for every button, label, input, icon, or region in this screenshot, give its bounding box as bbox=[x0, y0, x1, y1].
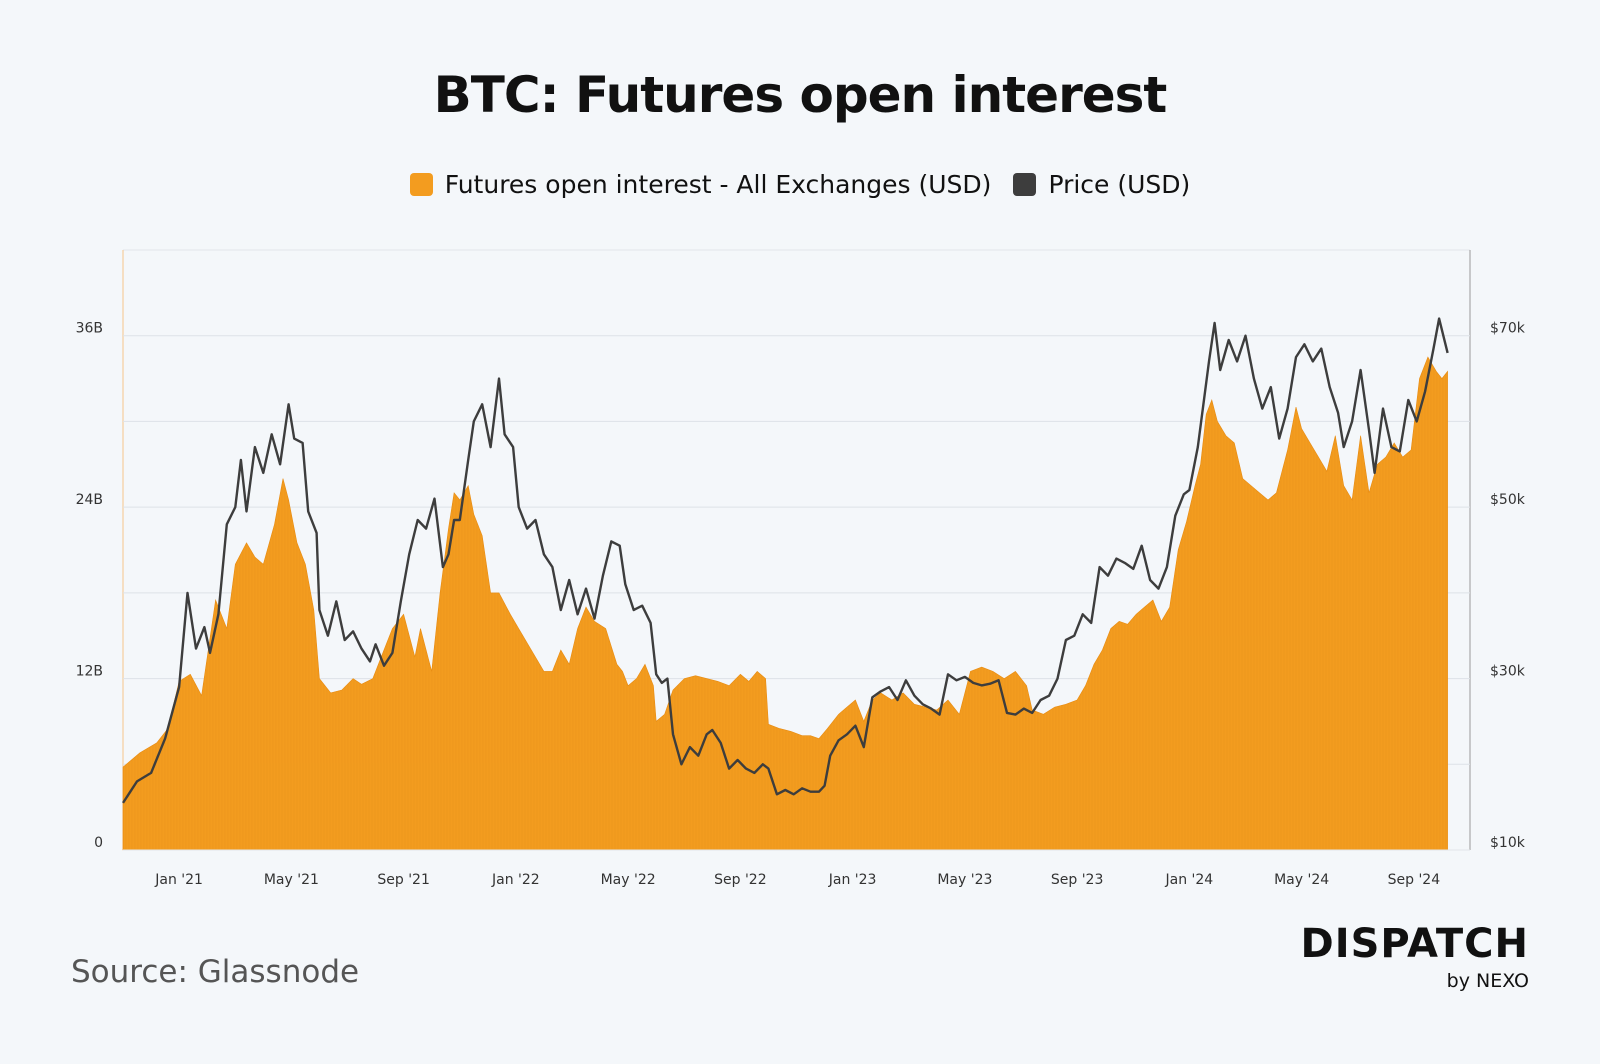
brand-name: DISPATCH bbox=[1300, 921, 1529, 967]
price-line-layer bbox=[121, 317, 1449, 804]
x-tick-label: Sep '23 bbox=[1051, 872, 1104, 888]
y-left-tick-label: 12B bbox=[76, 664, 103, 680]
legend-label-price: Price (USD) bbox=[1048, 170, 1191, 199]
y-left-tick-label: 36B bbox=[76, 321, 103, 337]
x-tick-label: May '21 bbox=[264, 872, 319, 888]
open-interest-area-layer bbox=[122, 356, 1448, 851]
x-tick-label: May '24 bbox=[1274, 872, 1329, 888]
open-interest-area bbox=[122, 356, 1448, 851]
y-right-tick-label: $10k bbox=[1490, 835, 1526, 851]
chart-legend: Futures open interest - All Exchanges (U… bbox=[0, 170, 1600, 199]
price-line bbox=[121, 317, 1449, 804]
legend-swatch-price bbox=[1013, 173, 1037, 196]
x-tick-label: Jan '22 bbox=[491, 872, 540, 888]
brand-sub: by NEXO bbox=[1446, 970, 1529, 992]
x-tick-label: Jan '21 bbox=[154, 872, 203, 888]
legend-label-open-interest: Futures open interest - All Exchanges (U… bbox=[444, 170, 992, 199]
legend-swatch-open-interest bbox=[409, 173, 433, 196]
y-left-tick-label: 0 bbox=[94, 835, 103, 851]
y-right-tick-label: $30k bbox=[1490, 664, 1526, 680]
legend-item-price[interactable]: Price (USD) bbox=[1013, 170, 1190, 199]
x-tick-label: Sep '22 bbox=[714, 872, 767, 888]
source-note: Source: Glassnode bbox=[71, 954, 360, 990]
x-tick-label: Sep '21 bbox=[377, 872, 430, 888]
legend-item-open-interest[interactable]: Futures open interest - All Exchanges (U… bbox=[409, 170, 992, 199]
brand-logo: DISPATCH by NEXO bbox=[1300, 924, 1529, 992]
x-tick-label: May '23 bbox=[937, 872, 992, 888]
x-tick-label: May '22 bbox=[601, 872, 656, 888]
x-tick-label: Sep '24 bbox=[1388, 872, 1441, 888]
x-tick-label: Jan '23 bbox=[828, 872, 877, 888]
y-right-tick-label: $70k bbox=[1490, 321, 1526, 337]
x-tick-label: Jan '24 bbox=[1165, 872, 1214, 888]
y-right-tick-label: $50k bbox=[1490, 492, 1526, 508]
axis-layer: 0 12B 24B 36B $10k $30k $50k $70k Jan '21 May '21… bbox=[76, 321, 1526, 888]
y-left-tick-label: 24B bbox=[76, 492, 103, 508]
chart-title: BTC: Futures open interest bbox=[433, 66, 1168, 124]
